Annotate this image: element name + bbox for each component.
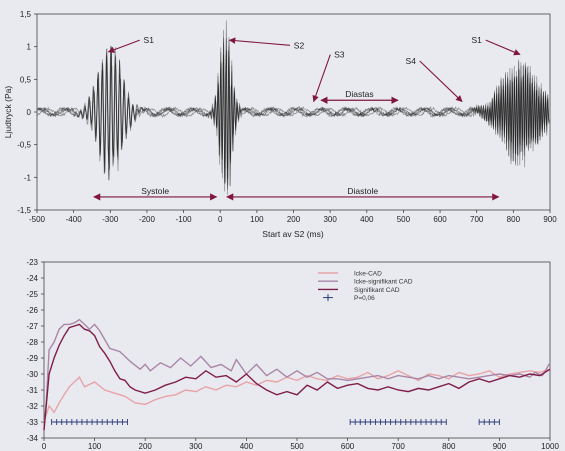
top-x-tick-label: 100 — [250, 215, 264, 224]
waveform-trace-line — [37, 38, 550, 184]
top-y-ticks: 1,5 1 0,5 0 -0,5 -1 -1,5 — [17, 10, 37, 215]
bottom-x-tick-label: 300 — [189, 442, 203, 451]
significance-markers — [51, 419, 500, 425]
interval-label: Systole — [141, 186, 169, 196]
bottom-y-tick-label: -23 — [26, 258, 38, 267]
annotation-arrow — [419, 60, 463, 103]
bottom-y-ticks: -23 -24 -25 -26 -27 -28 -29 -30 -31 -32 -33 -34 — [26, 258, 44, 443]
top-x-ticks: -500 -400 -300 -200 -100 0 100 200 300 400 500 600 7… — [29, 210, 557, 224]
bottom-y-tick-label: -32 — [26, 402, 38, 411]
bottom-y-tick-label: -24 — [26, 274, 38, 283]
bottom-x-tick-label: 1000 — [541, 442, 559, 451]
bottom-x-tick-label: 500 — [290, 442, 304, 451]
top-annotations: S1 S2 S3 S4 S1 Diastas Systole Diastole — [93, 35, 521, 201]
bottom-y-tick-label: -26 — [26, 306, 38, 315]
bottom-x-tick-label: 0 — [42, 442, 47, 451]
waveform-trace-line — [37, 20, 550, 186]
bottom-x-tick-label: 600 — [341, 442, 355, 451]
series-line — [43, 368, 551, 423]
interval-label: Diastole — [347, 186, 378, 196]
legend-label: Signifikant CAD — [354, 287, 400, 294]
bottom-x-ticks: 0 100 200 300 400 500 600 700 800 900 1000 — [42, 438, 559, 451]
sound-label: S3 — [334, 50, 345, 60]
top-x-tick-label: 800 — [507, 215, 521, 224]
sound-label: S1 — [472, 35, 483, 45]
legend-label: P=0,06 — [354, 295, 375, 302]
bottom-y-tick-label: -29 — [26, 354, 38, 363]
top-x-tick-label: 200 — [287, 215, 301, 224]
top-x-tick-label: 0 — [218, 215, 223, 224]
waveform-trace-line — [37, 37, 550, 192]
top-x-tick-label: 700 — [470, 215, 484, 224]
top-y-tick-label: -0,5 — [17, 141, 31, 150]
waveform-trace-line — [37, 37, 550, 195]
top-x-tick-label: 400 — [360, 215, 374, 224]
top-x-tick-label: -400 — [66, 215, 83, 224]
top-x-tick-label: 300 — [323, 215, 337, 224]
bottom-series-lines — [43, 318, 551, 431]
top-x-tick-label: -200 — [139, 215, 156, 224]
bottom-y-tick-label: -33 — [26, 418, 38, 427]
top-y-tick-label: 0,5 — [20, 75, 32, 84]
legend-label: Icke-signifikant CAD — [354, 279, 413, 286]
top-x-tick-label: -500 — [29, 215, 46, 224]
bottom-x-tick-label: 200 — [139, 442, 153, 451]
waveform-trace — [37, 20, 550, 195]
annotation-arrow — [485, 39, 521, 56]
bottom-y-tick-label: -25 — [26, 290, 38, 299]
top-y-tick-label: -1,5 — [17, 206, 31, 215]
bottom-x-tick-label: 100 — [88, 442, 102, 451]
series-line — [43, 318, 551, 431]
waveform-trace-line — [37, 45, 550, 190]
bottom-y-tick-label: -31 — [26, 386, 38, 395]
sound-label: S4 — [406, 56, 417, 66]
annotation-arrow — [228, 37, 291, 46]
bottom-y-tick-label: -30 — [26, 370, 38, 379]
annotation-arrow — [107, 39, 140, 53]
cad-comparison-chart: -23 -24 -25 -26 -27 -28 -29 -30 -31 -32 -33 -34 0 10… — [26, 258, 559, 451]
top-x-axis-label: Start av S2 (ms) — [262, 229, 324, 239]
top-x-tick-label: 600 — [433, 215, 447, 224]
top-y-tick-label: 1,5 — [20, 10, 32, 19]
sound-pressure-chart: 1,5 1 0,5 0 -0,5 -1 -1,5 -500 -400 -300 -200 -100 0… — [3, 10, 557, 239]
top-y-tick-label: 1 — [27, 43, 32, 52]
sound-label: S1 — [144, 35, 155, 45]
annotation-arrow — [312, 54, 331, 103]
bottom-plot-frame — [43, 261, 551, 439]
top-y-tick-label: 0 — [27, 108, 32, 117]
top-x-tick-label: -300 — [102, 215, 119, 224]
bottom-y-tick-label: -34 — [26, 434, 38, 443]
top-x-tick-label: 500 — [397, 215, 411, 224]
top-y-tick-label: -1 — [24, 173, 32, 182]
top-x-tick-label: -100 — [176, 215, 193, 224]
bottom-y-tick-label: -27 — [26, 322, 38, 331]
top-y-axis-label: Ljudtryck (Pa) — [3, 86, 13, 139]
bottom-x-tick-label: 800 — [442, 442, 456, 451]
top-x-tick-label: 900 — [543, 215, 557, 224]
sound-label: S2 — [294, 40, 305, 50]
legend-label: Icke-CAD — [354, 271, 382, 278]
bottom-y-tick-label: -28 — [26, 338, 38, 347]
series-line — [43, 323, 551, 431]
bottom-x-tick-label: 900 — [493, 442, 507, 451]
interval-label: Diastas — [345, 89, 373, 99]
bottom-x-tick-label: 700 — [392, 442, 406, 451]
bottom-x-tick-label: 400 — [240, 442, 254, 451]
